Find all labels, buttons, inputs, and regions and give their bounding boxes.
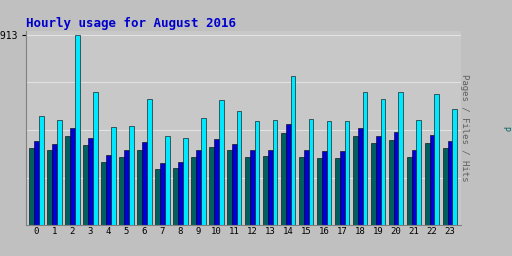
Bar	[178, 163, 183, 225]
Bar	[353, 135, 358, 225]
Bar	[237, 111, 242, 225]
Bar	[47, 151, 52, 225]
Bar	[52, 144, 57, 225]
Y-axis label: Pages / Files / Hits: Pages / Files / Hits	[460, 74, 469, 182]
Bar	[106, 155, 111, 225]
Bar	[101, 163, 106, 225]
Bar	[201, 118, 205, 225]
Text: Hourly usage for August 2016: Hourly usage for August 2016	[26, 17, 236, 29]
Bar	[268, 150, 272, 225]
Bar	[165, 135, 169, 225]
Bar	[191, 157, 196, 225]
Bar	[75, 35, 80, 225]
Bar	[339, 152, 345, 225]
Bar	[214, 138, 219, 225]
Bar	[254, 121, 260, 225]
Bar	[147, 99, 152, 225]
Bar	[453, 109, 457, 225]
Bar	[29, 147, 34, 225]
Bar	[416, 120, 421, 225]
Bar	[371, 143, 376, 225]
Bar	[34, 141, 39, 225]
Bar	[196, 151, 201, 225]
Bar	[83, 145, 88, 225]
Bar	[291, 76, 295, 225]
Bar	[345, 121, 349, 225]
Bar	[119, 157, 124, 225]
Bar	[304, 151, 309, 225]
Bar	[286, 124, 291, 225]
Bar	[129, 126, 134, 225]
Bar	[65, 135, 70, 225]
Text: P: P	[500, 125, 509, 131]
Bar	[160, 164, 165, 225]
Bar	[335, 158, 339, 225]
Bar	[380, 99, 386, 225]
Bar	[299, 157, 304, 225]
Bar	[425, 143, 430, 225]
Bar	[232, 144, 237, 225]
Bar	[309, 119, 313, 225]
Bar	[394, 132, 398, 225]
Bar	[245, 157, 250, 225]
Bar	[407, 157, 412, 225]
Bar	[389, 140, 394, 225]
Bar	[281, 133, 286, 225]
Bar	[443, 147, 447, 225]
Bar	[272, 120, 278, 225]
Bar	[137, 150, 142, 225]
Bar	[322, 152, 327, 225]
Bar	[435, 94, 439, 225]
Bar	[57, 120, 61, 225]
Bar	[70, 127, 75, 225]
Bar	[111, 126, 116, 225]
Bar	[398, 92, 403, 225]
Bar	[358, 127, 362, 225]
Bar	[263, 156, 268, 225]
Bar	[376, 135, 380, 225]
Bar	[93, 92, 98, 225]
Bar	[88, 137, 93, 225]
Bar	[155, 169, 160, 225]
Bar	[209, 146, 214, 225]
Bar	[227, 151, 232, 225]
Bar	[317, 158, 322, 225]
Bar	[430, 135, 435, 225]
Bar	[250, 151, 254, 225]
Bar	[447, 141, 453, 225]
Bar	[412, 151, 416, 225]
Bar	[219, 100, 224, 225]
Bar	[362, 92, 368, 225]
Bar	[124, 151, 129, 225]
Bar	[327, 121, 331, 225]
Bar	[173, 168, 178, 225]
Bar	[142, 142, 147, 225]
Bar	[39, 116, 44, 225]
Bar	[183, 137, 187, 225]
